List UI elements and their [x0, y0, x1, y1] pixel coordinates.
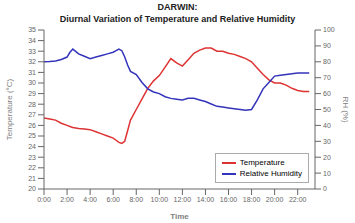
svg-text:30: 30	[28, 79, 36, 86]
svg-text:50: 50	[323, 106, 331, 113]
svg-text:26: 26	[28, 122, 36, 129]
svg-text:18:00: 18:00	[243, 196, 261, 203]
svg-text:14:00: 14:00	[197, 196, 215, 203]
html-text:Diurnal Variation of Temperatu: Diurnal Variation of Temperature and Rel…	[59, 14, 296, 24]
svg-text:27: 27	[28, 111, 36, 118]
svg-text:32: 32	[28, 58, 36, 65]
svg-text:0:00: 0:00	[37, 196, 51, 203]
svg-text:22: 22	[28, 164, 36, 171]
svg-text:100: 100	[323, 26, 335, 33]
svg-text:8:00: 8:00	[129, 196, 143, 203]
svg-text:20: 20	[323, 154, 331, 161]
svg-text:30: 30	[323, 138, 331, 145]
svg-text:24: 24	[28, 143, 36, 150]
svg-text:4:00: 4:00	[83, 196, 97, 203]
svg-text:21: 21	[28, 175, 36, 182]
svg-text:40: 40	[323, 122, 331, 129]
svg-text:RH (%): RH (%)	[341, 96, 347, 123]
html-text:Relative Humidity: Relative Humidity	[239, 169, 302, 178]
svg-text:25: 25	[28, 132, 36, 139]
svg-text:35: 35	[28, 26, 36, 33]
svg-text:28: 28	[28, 101, 36, 108]
svg-text:Time: Time	[170, 212, 189, 221]
svg-text:31: 31	[28, 69, 36, 76]
svg-text:12:00: 12:00	[174, 196, 192, 203]
svg-text:10:00: 10:00	[151, 196, 169, 203]
svg-text:10: 10	[323, 170, 331, 177]
svg-text:80: 80	[323, 58, 331, 65]
svg-text:33: 33	[28, 48, 36, 55]
html-text:DARWIN:: DARWIN:	[157, 2, 198, 12]
svg-text:70: 70	[323, 74, 331, 81]
svg-text:23: 23	[28, 154, 36, 161]
svg-text:2:00: 2:00	[60, 196, 74, 203]
html-text:Temperature: Temperature	[239, 158, 285, 167]
svg-text:16:00: 16:00	[220, 196, 238, 203]
svg-text:90: 90	[323, 42, 331, 49]
svg-text:20: 20	[28, 185, 36, 192]
svg-text:29: 29	[28, 90, 36, 97]
svg-text:22:00: 22:00	[289, 196, 307, 203]
svg-text:20:00: 20:00	[266, 196, 284, 203]
svg-text:Temperature (°C): Temperature (°C)	[8, 78, 14, 140]
svg-text:0: 0	[323, 185, 327, 192]
svg-text:34: 34	[28, 37, 36, 44]
svg-text:6:00: 6:00	[106, 196, 120, 203]
svg-text:60: 60	[323, 90, 331, 97]
